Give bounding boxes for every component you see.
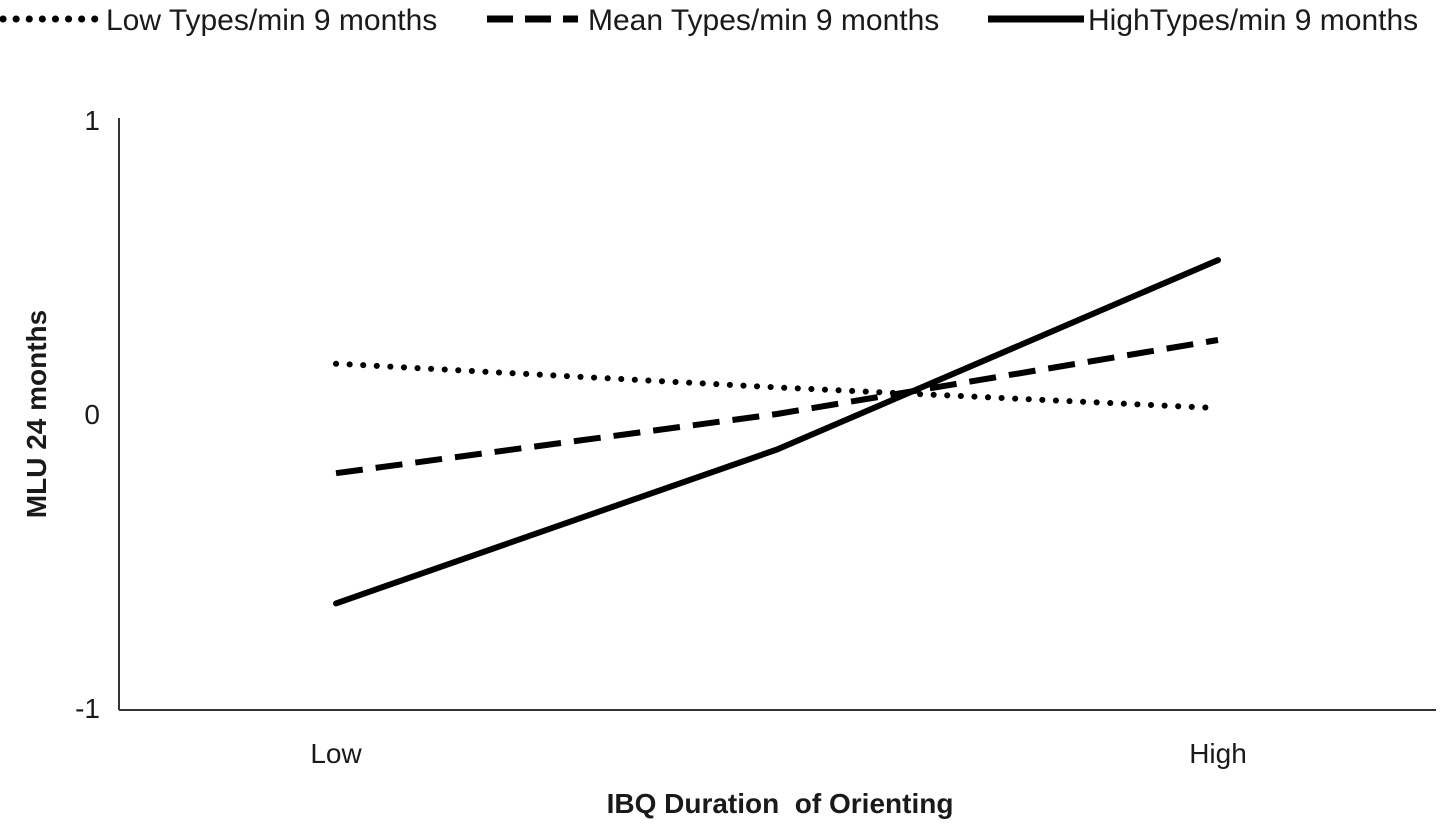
legend-label-high-types: HighTypes/min 9 months [1088, 4, 1418, 37]
legend-item-low-types: Low Types/min 9 months [0, 4, 437, 37]
y-tick-label-top: 1 [84, 105, 100, 136]
legend-item-high-types: HighTypes/min 9 months [988, 4, 1418, 37]
y-axis-title: MLU 24 months [21, 310, 52, 518]
x-axis-title: IBQ Duration of Orienting [607, 788, 954, 819]
y-tick-label-middle: 0 [84, 399, 100, 430]
series-line-low-types [333, 360, 1221, 412]
legend-label-low-types: Low Types/min 9 months [106, 4, 437, 37]
series-line-high-types [333, 257, 1221, 607]
legend-item-mean-types: Mean Types/min 9 months [487, 4, 939, 37]
plot-area [333, 257, 1221, 607]
legend: Low Types/min 9 months Mean Types/min 9 … [0, 4, 1418, 37]
series-line-mean-types [335, 337, 1219, 477]
x-tick-label-low: Low [310, 738, 362, 769]
x-tick-label-high: High [1189, 738, 1247, 769]
legend-label-mean-types: Mean Types/min 9 months [588, 4, 939, 37]
y-tick-label-bottom: -1 [75, 693, 100, 724]
